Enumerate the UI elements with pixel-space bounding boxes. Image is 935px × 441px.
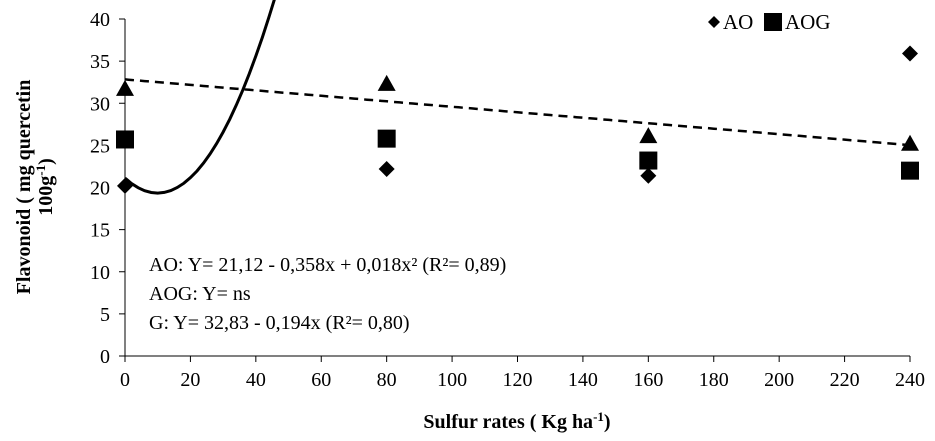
x-tick-label: 160	[633, 369, 663, 391]
y-axis-label-sup: -1	[33, 165, 48, 176]
y-tick-label: 25	[90, 135, 110, 157]
y-tick-label: 5	[100, 304, 110, 326]
point-square	[639, 151, 658, 170]
regression-equations: AO: Y= 21,12 - 0,358x + 0,018x² (R²= 0,8…	[149, 254, 506, 334]
legend-aog-marker	[764, 13, 782, 31]
legend-aog-label: AOG	[785, 10, 831, 34]
point-triangle	[377, 74, 396, 91]
y-tick-label: 35	[90, 51, 110, 73]
equation-g: G: Y= 32,83 - 0,194x (R²= 0,80)	[149, 312, 410, 334]
x-tick-label: 220	[830, 369, 860, 391]
point-diamond	[117, 177, 133, 194]
point-triangle	[639, 127, 658, 144]
x-axis-label: Sulfur rates ( Kg ha-1)	[423, 409, 610, 434]
x-tick-label: 60	[311, 369, 331, 391]
x-tick-label: 140	[568, 369, 598, 391]
x-tick-label: 240	[895, 369, 925, 391]
x-axis-label-sup: -1	[593, 409, 604, 424]
fit-lines	[124, 0, 911, 195]
data-points	[116, 45, 919, 194]
y-tick-group: 0 5 10 15 20 25 30 35 40	[90, 9, 125, 368]
y-axis-label: Flavonoid ( mg quercetin	[13, 80, 35, 295]
x-tick-label: 180	[699, 369, 729, 391]
point-square	[377, 129, 396, 148]
point-diamond	[902, 45, 918, 62]
point-square	[116, 130, 134, 149]
x-tick-group: 0 20 40 60 80 100 120 140 160 180 200 220 240	[120, 356, 925, 391]
y-axis-label-line2: 100g-1)	[33, 158, 58, 216]
y-tick-label: 0	[100, 346, 110, 368]
x-tick-label: 80	[377, 369, 397, 391]
legend-ao-marker	[708, 16, 720, 28]
equation-ao: AO: Y= 21,12 - 0,358x + 0,018x² (R²= 0,8…	[149, 254, 506, 276]
x-tick-label: 120	[503, 369, 533, 391]
point-triangle	[116, 79, 134, 96]
point-triangle	[901, 134, 919, 151]
y-tick-label: 40	[90, 9, 110, 31]
legend-ao-label: AO	[723, 10, 753, 34]
y-tick-label: 15	[90, 220, 110, 242]
x-tick-label: 40	[246, 369, 266, 391]
fit-line-ao	[124, 0, 276, 195]
x-tick-label: 20	[180, 369, 200, 391]
y-tick-label: 10	[90, 262, 110, 284]
legend: AO AOG	[708, 10, 831, 34]
axes	[124, 19, 910, 357]
y-tick-label: 30	[90, 93, 110, 115]
point-diamond	[640, 167, 657, 184]
point-square	[901, 161, 919, 180]
point-diamond	[378, 160, 395, 177]
x-tick-label: 200	[764, 369, 794, 391]
x-tick-label: 0	[120, 369, 130, 391]
x-tick-label: 100	[437, 369, 467, 391]
fit-line-g	[124, 78, 911, 147]
y-tick-label: 20	[90, 178, 110, 200]
equation-aog: AOG: Y= ns	[149, 283, 251, 305]
